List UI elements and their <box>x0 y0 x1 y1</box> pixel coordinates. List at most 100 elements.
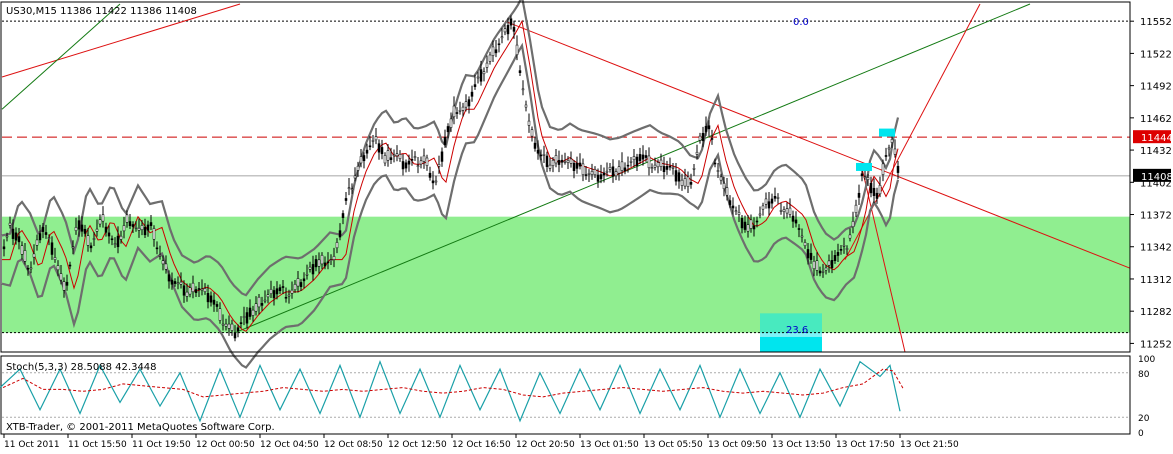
candle-body <box>428 172 432 178</box>
candle-body <box>479 69 483 82</box>
time-tick-label: 13 Oct 01:50 <box>580 440 639 450</box>
candle-body <box>134 227 138 229</box>
candle-body <box>692 168 696 170</box>
time-tick-label: 13 Oct 09:50 <box>708 440 767 450</box>
candle-body <box>104 226 108 233</box>
candle-body <box>812 260 816 270</box>
candle-body <box>470 91 474 97</box>
candle-body <box>167 274 171 282</box>
candle-body <box>569 158 573 164</box>
candle-body <box>53 257 57 260</box>
candle-body <box>548 164 552 169</box>
candle-body <box>158 255 162 257</box>
candle-body <box>320 255 324 265</box>
candle-body <box>5 235 9 238</box>
candle-body <box>164 263 168 270</box>
price-tick-label: 11342 <box>1140 243 1172 254</box>
bollinger-upper <box>1 0 900 297</box>
time-tick-label: 13 Oct 05:50 <box>644 440 703 450</box>
candle-body <box>818 270 822 274</box>
candle-body <box>2 246 6 250</box>
candle-body <box>719 176 723 181</box>
candle-body <box>386 150 390 161</box>
candle-body <box>149 222 153 226</box>
candle-body <box>347 187 351 189</box>
candle-body <box>212 299 216 305</box>
candle-body <box>413 156 417 158</box>
candle-body <box>869 182 873 194</box>
candle-body <box>755 220 759 223</box>
candle-body <box>29 267 33 270</box>
price-tick-label: 11522 <box>1140 49 1172 60</box>
fib-23-6-label: 23.6 <box>786 325 808 336</box>
candle-body <box>836 252 840 256</box>
candle-body <box>821 271 825 273</box>
candle-body <box>578 162 582 167</box>
candle-body <box>98 219 102 225</box>
candle-body <box>245 312 249 324</box>
candle-body <box>884 155 888 157</box>
candle-body <box>662 166 666 173</box>
candle-body <box>473 84 477 87</box>
candle-body <box>86 235 90 246</box>
candle-body <box>248 307 252 317</box>
candle-body <box>281 286 285 288</box>
candle-body <box>530 129 534 137</box>
candle-body <box>41 227 45 232</box>
candle-body <box>296 278 300 287</box>
candle-body <box>731 205 735 209</box>
candle-body <box>695 151 699 155</box>
candle-body <box>653 164 657 168</box>
support-zone <box>2 216 1130 333</box>
trendline-red-up <box>844 3 981 260</box>
candle-body <box>773 196 777 199</box>
candle-body <box>335 242 339 249</box>
candle-body <box>737 212 741 215</box>
candle-body <box>674 170 678 182</box>
candle-body <box>557 160 561 165</box>
candle-body <box>233 332 237 339</box>
stoch-tick-label: 0 <box>1138 429 1144 439</box>
candle-body <box>590 171 594 175</box>
candle-body <box>230 323 234 331</box>
candle-body <box>371 140 375 142</box>
candle-body <box>593 169 597 176</box>
candle-body <box>545 155 549 167</box>
candle-body <box>863 176 867 178</box>
stoch-tick-label: 20 <box>1138 414 1150 424</box>
candle-body <box>848 234 852 239</box>
candle-body <box>506 25 510 35</box>
price-tick-label: 11462 <box>1140 114 1172 125</box>
candle-body <box>200 288 204 291</box>
candle-body <box>437 164 441 167</box>
candle-body <box>197 288 201 290</box>
candle-body <box>398 154 402 159</box>
candle-body <box>689 182 693 185</box>
candle-body <box>524 104 528 108</box>
candle-body <box>215 304 219 307</box>
price-tick-label: 11402 <box>1140 178 1172 189</box>
fib-highlight-box-solid <box>760 336 822 352</box>
candle-body <box>203 288 207 292</box>
candle-body <box>617 166 621 174</box>
candle-body <box>707 125 711 130</box>
candle-body <box>206 293 210 303</box>
candle-body <box>833 255 837 261</box>
candle-body <box>125 214 129 223</box>
candle-body <box>137 227 141 231</box>
candle-body <box>671 167 675 169</box>
time-tick-label: 13 Oct 13:50 <box>772 440 831 450</box>
candle-body <box>581 163 585 175</box>
price-tick-label: 11312 <box>1140 275 1172 286</box>
trendline-red-upper <box>1 3 241 78</box>
candle-body <box>857 192 861 198</box>
price-tick-label: 11552 <box>1140 17 1172 28</box>
candle-body <box>290 289 294 294</box>
candle-body <box>629 161 633 163</box>
time-tick-label: 13 Oct 17:50 <box>836 440 895 450</box>
candle-body <box>140 225 144 230</box>
candle-body <box>782 209 786 212</box>
candle-body <box>407 160 411 165</box>
